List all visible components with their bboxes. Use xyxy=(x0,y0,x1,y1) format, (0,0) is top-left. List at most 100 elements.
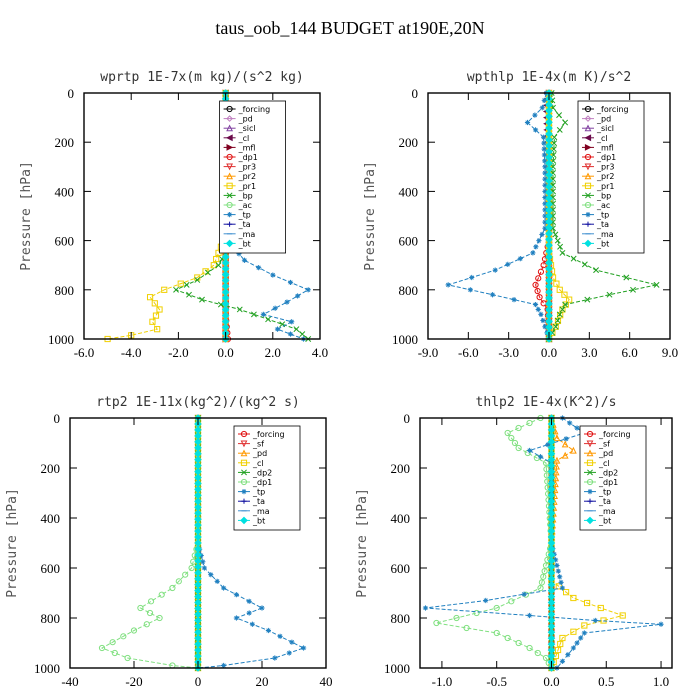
legend-marker xyxy=(584,105,592,113)
data-point xyxy=(152,312,160,319)
data-point xyxy=(120,633,127,640)
y-tick-label: 1000 xyxy=(34,661,60,676)
legend-label: _pr1 xyxy=(238,182,256,191)
legend-marker xyxy=(585,192,591,199)
data-point xyxy=(566,296,573,303)
data-point xyxy=(559,634,566,642)
legend: _forcing_sf_pd_cl_dp2_dp1_tp_ta_ma_bt xyxy=(579,425,647,531)
panel-1: wprtp 1E-7x(m kg)/(s^2 kg) Pressure [hPa]… xyxy=(19,70,328,360)
data-point xyxy=(552,323,559,330)
data-point xyxy=(536,238,542,244)
data-point xyxy=(511,439,519,447)
legend-marker xyxy=(241,498,247,504)
data-point xyxy=(584,296,591,303)
data-point xyxy=(146,609,154,617)
series-tp xyxy=(445,90,552,342)
data-point xyxy=(557,243,564,250)
data-point xyxy=(553,434,561,442)
data-point xyxy=(182,571,189,578)
data-point xyxy=(256,265,262,271)
legend-label: _pd xyxy=(252,449,267,458)
y-tick-label: 1000 xyxy=(48,332,74,347)
x-tick-label: -2.0 xyxy=(168,345,189,360)
data-point xyxy=(562,301,569,308)
data-point xyxy=(539,105,545,111)
data-point xyxy=(619,612,626,619)
legend-marker xyxy=(226,182,233,189)
data-point xyxy=(553,456,561,464)
data-point xyxy=(156,306,163,313)
data-point xyxy=(559,249,566,256)
data-point xyxy=(554,237,561,244)
data-point xyxy=(274,326,281,332)
series-line xyxy=(446,92,550,340)
data-point xyxy=(265,627,271,634)
data-point xyxy=(542,188,548,194)
data-point xyxy=(287,331,294,337)
y-tick-label: 800 xyxy=(55,283,75,298)
data-point xyxy=(554,317,561,324)
legend: _forcing_sf_pd_cl_dp2_dp1_tp_ta_ma_bt xyxy=(233,425,301,531)
series-line xyxy=(100,418,199,669)
data-point xyxy=(208,572,214,578)
data-point xyxy=(294,293,301,299)
data-point xyxy=(542,158,548,164)
legend-label: _bt xyxy=(252,516,265,525)
data-point xyxy=(270,272,276,278)
data-point xyxy=(463,624,470,632)
legend-box xyxy=(219,100,287,254)
data-point xyxy=(540,573,547,580)
legend-label: _sf xyxy=(598,440,610,449)
data-point xyxy=(565,652,571,658)
data-point xyxy=(534,649,541,657)
data-point xyxy=(535,306,541,313)
legend-label: _cl xyxy=(596,134,608,143)
legend-label: _dp1 xyxy=(596,153,616,162)
legend-marker xyxy=(240,430,248,438)
data-point xyxy=(562,301,569,308)
legend-label: _ma xyxy=(252,507,270,516)
legend-marker xyxy=(584,182,592,189)
legend-marker xyxy=(225,239,234,248)
legend-label: _pd xyxy=(598,449,613,458)
data-point xyxy=(532,127,539,133)
y-tick-label: 0 xyxy=(412,86,419,101)
series-pr1 xyxy=(104,89,229,343)
series-bt xyxy=(547,414,556,672)
x-tick-label: 2.0 xyxy=(265,345,281,360)
y-tick-label: 800 xyxy=(391,611,411,626)
legend-label: _ta xyxy=(596,220,609,229)
series-line xyxy=(425,417,662,669)
data-point xyxy=(293,326,300,333)
data-point xyxy=(489,292,496,298)
y-tick-label: 0 xyxy=(54,411,61,426)
data-point xyxy=(556,126,563,133)
data-point xyxy=(556,112,563,119)
data-point xyxy=(570,628,577,635)
data-point xyxy=(236,251,242,257)
legend-label: _mfl xyxy=(238,143,256,152)
data-point xyxy=(98,644,106,652)
data-point xyxy=(593,267,600,274)
panel-4: thlp2 1E-4x(K^2)/s Pressure [hPa] -1.0 -0.5… xyxy=(355,395,673,689)
legend-label: _sicl xyxy=(596,124,614,133)
legend-label: _ac xyxy=(238,201,252,210)
data-point xyxy=(556,286,563,293)
data-point xyxy=(469,274,475,281)
data-point xyxy=(581,261,588,268)
legend-label: _forcing xyxy=(596,105,629,114)
data-point xyxy=(156,614,163,622)
data-point xyxy=(213,255,220,263)
data-point xyxy=(177,280,184,287)
data-point xyxy=(143,621,150,628)
data-point xyxy=(533,244,539,250)
y-tick-label: 200 xyxy=(41,461,61,476)
legend-label: _forcing xyxy=(238,105,271,114)
data-point xyxy=(542,225,548,231)
legend-label: _bt xyxy=(598,516,611,525)
data-point xyxy=(241,257,248,263)
data-point xyxy=(526,447,533,454)
series-line xyxy=(551,418,625,669)
data-point xyxy=(109,639,116,646)
data-point xyxy=(538,311,544,317)
